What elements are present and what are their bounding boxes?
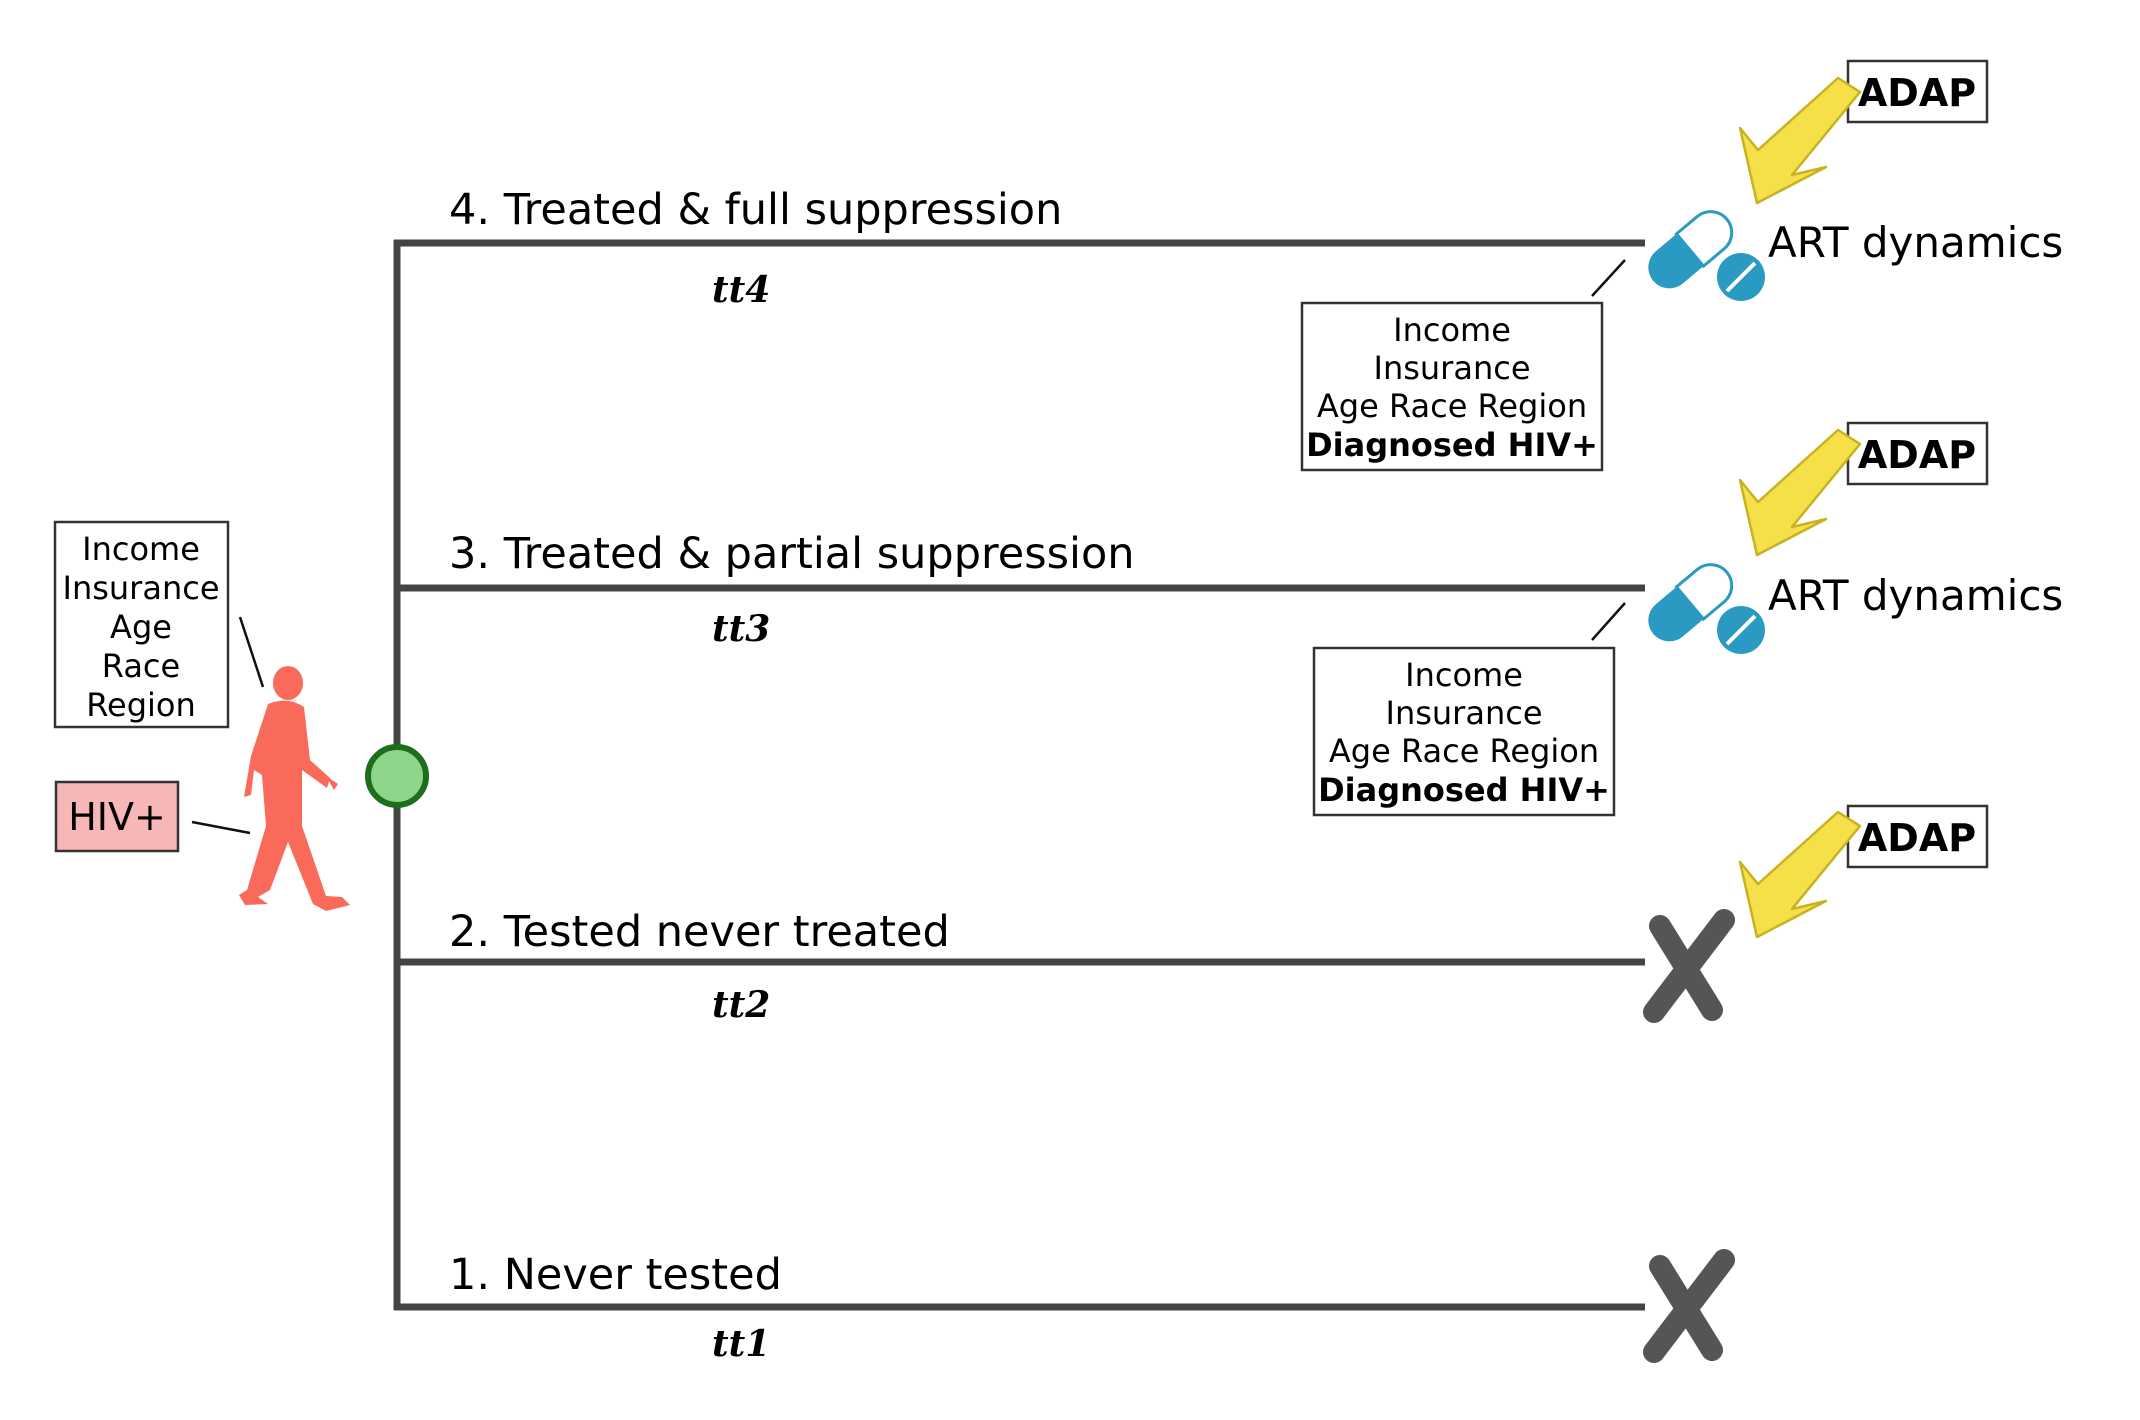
treated-3-diagnosed: Diagnosed HIV+ [1318, 771, 1610, 809]
adap-box-4: ADAP [1846, 59, 1989, 124]
treated-attributes-box-3: Income Insurance Age Race Region Diagnos… [1312, 646, 1616, 817]
branch-3-label: 3. Treated & partial suppression [449, 529, 1135, 579]
adap-arrow-2 [1738, 810, 1862, 939]
branch-4-label: 4. Treated & full suppression [449, 185, 1062, 235]
pill-icon-branch-3 [1648, 563, 1765, 654]
person-attr-race: Race [102, 647, 180, 685]
hiv-status-label: HIV+ [68, 795, 166, 839]
treated-3-demographics: Age Race Region [1329, 732, 1599, 770]
adap-label-4: ADAP [1858, 71, 1976, 115]
hiv-status-connector [191, 820, 251, 835]
hiv-status-box: HIV+ [54, 780, 180, 853]
pill-4-connector [1591, 259, 1626, 297]
adap-box-3: ADAP [1846, 421, 1989, 486]
person-attr-region: Region [86, 686, 196, 724]
person-attr-age: Age [110, 608, 172, 646]
cross-icon-branch-1 [1643, 1249, 1735, 1363]
adap-label-2: ADAP [1858, 816, 1976, 860]
person-attr-insurance: Insurance [63, 569, 220, 607]
time-label-tt3: tt3 [712, 608, 770, 650]
walking-person-icon [239, 666, 350, 911]
pill-3-connector [1591, 602, 1626, 641]
start-node [365, 744, 429, 808]
art-dynamics-label-4: ART dynamics [1768, 218, 2063, 267]
branch-1-label: 1. Never tested [449, 1250, 782, 1300]
adap-label-3: ADAP [1858, 433, 1976, 477]
treated-4-diagnosed: Diagnosed HIV+ [1306, 426, 1598, 464]
person-attr-income: Income [82, 530, 200, 568]
branch-2-label: 2. Tested never treated [449, 907, 950, 957]
treated-4-income: Income [1393, 311, 1511, 349]
treated-4-insurance: Insurance [1374, 349, 1531, 387]
cross-icon-branch-2 [1643, 909, 1735, 1023]
adap-arrow-3 [1738, 428, 1862, 557]
time-label-tt2: tt2 [712, 984, 770, 1026]
adap-arrow-4 [1738, 76, 1862, 205]
person-attributes-connector [238, 616, 265, 688]
treated-3-income: Income [1405, 656, 1523, 694]
adap-box-2: ADAP [1846, 804, 1989, 869]
pill-icon-branch-4 [1648, 210, 1765, 301]
art-dynamics-label-3: ART dynamics [1768, 571, 2063, 620]
time-label-tt1: tt1 [712, 1323, 770, 1365]
treated-attributes-box-4: Income Insurance Age Race Region Diagnos… [1300, 301, 1604, 472]
time-label-tt4: tt4 [712, 269, 770, 311]
treated-3-insurance: Insurance [1386, 694, 1543, 732]
treated-4-demographics: Age Race Region [1317, 387, 1587, 425]
person-attributes-box: Income Insurance Age Race Region [53, 520, 230, 729]
